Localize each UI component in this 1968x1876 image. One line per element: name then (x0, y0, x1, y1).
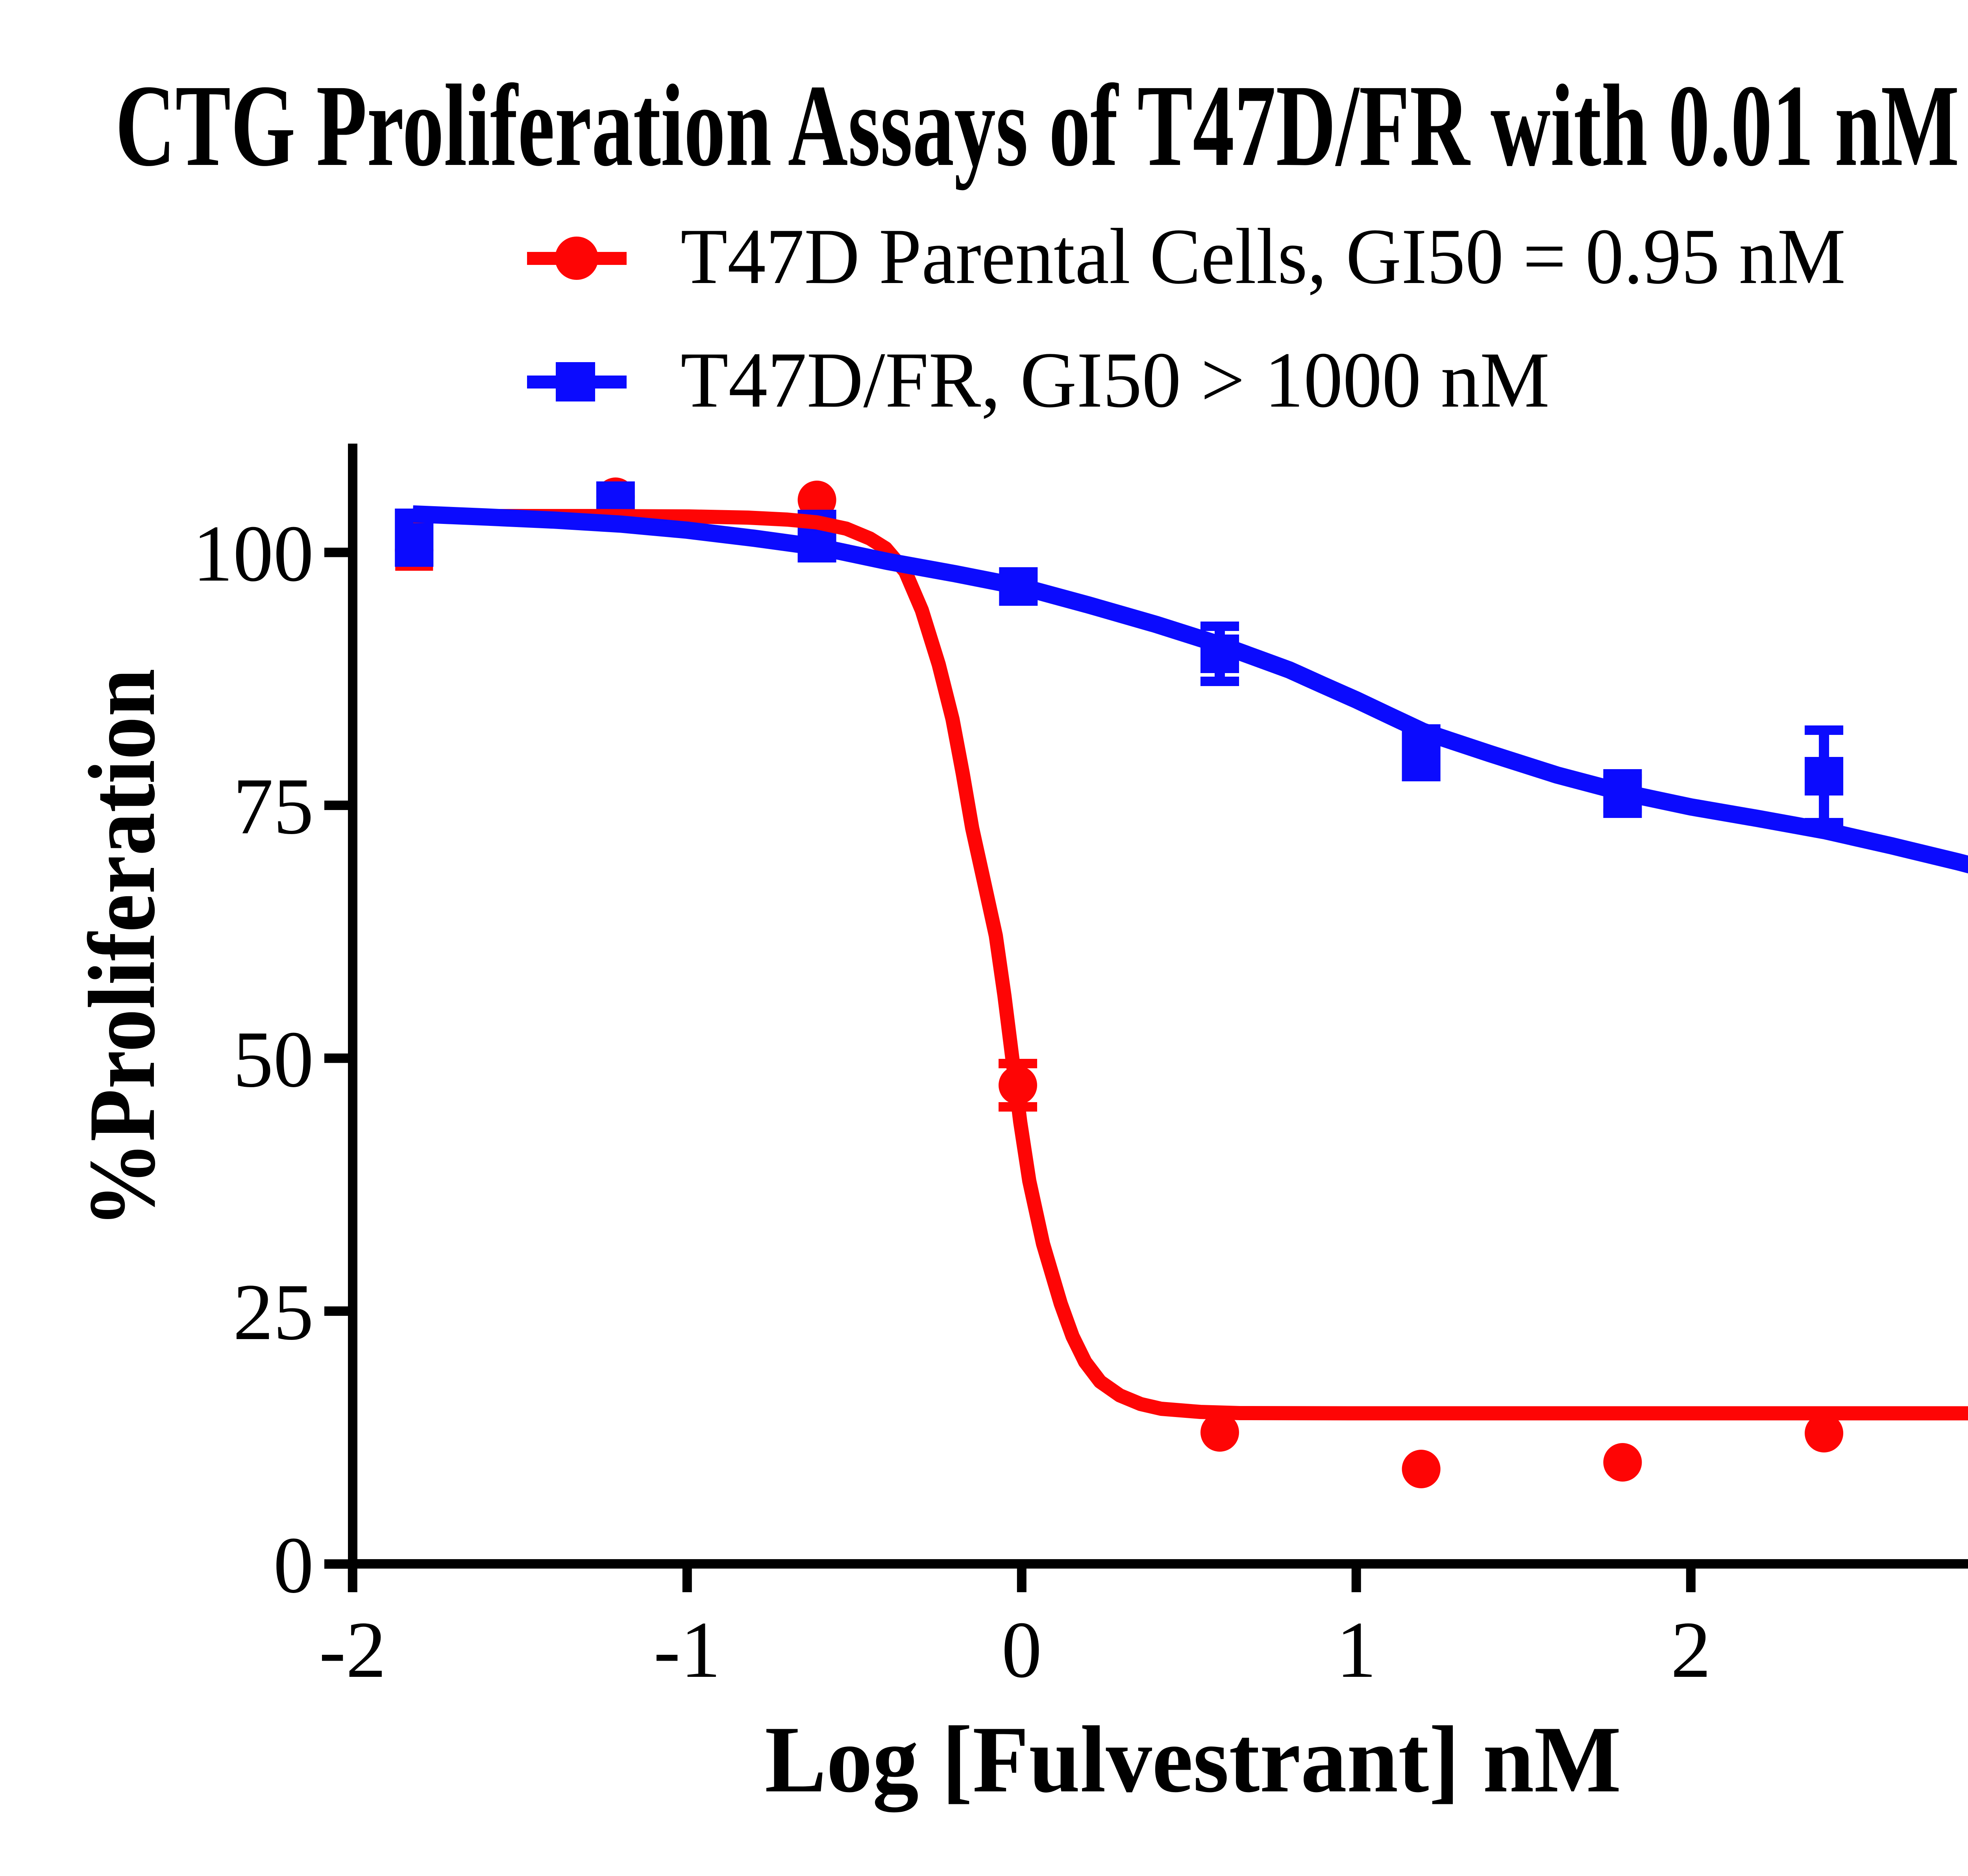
svg-text:100: 100 (193, 509, 314, 598)
svg-text:-2: -2 (319, 1605, 386, 1695)
svg-text:T47D Parental Cells, GI50 = 0.: T47D Parental Cells, GI50 = 0.95 nM (681, 212, 1846, 300)
svg-text:%Proliferation: %Proliferation (69, 669, 175, 1228)
svg-text:Log [Fulvestrant] nM: Log [Fulvestrant] nM (765, 1707, 1621, 1812)
svg-text:-1: -1 (653, 1605, 721, 1695)
svg-text:CTG Proliferation Assays of T4: CTG Proliferation Assays of T47D/FR with… (115, 61, 1968, 191)
svg-text:0: 0 (274, 1521, 314, 1610)
svg-text:50: 50 (233, 1015, 314, 1104)
svg-text:1: 1 (1336, 1605, 1377, 1695)
svg-text:T47D/FR, GI50 > 1000 nM: T47D/FR, GI50 > 1000 nM (681, 336, 1550, 424)
svg-text:2: 2 (1671, 1605, 1711, 1695)
svg-text:0: 0 (1002, 1605, 1042, 1695)
svg-text:25: 25 (233, 1267, 314, 1357)
svg-text:75: 75 (233, 762, 314, 851)
